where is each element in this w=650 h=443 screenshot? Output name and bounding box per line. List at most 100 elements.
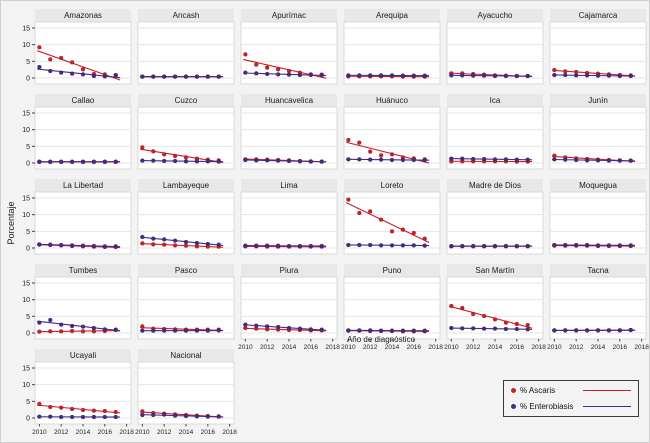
facet-title: Amazonas: [35, 9, 131, 22]
facet-title: La Libertad: [35, 179, 131, 192]
svg-text:2016: 2016: [98, 429, 113, 436]
facet-title: Huancavelica: [241, 94, 337, 107]
facet-panel: Ayacucho: [446, 9, 544, 85]
svg-text:10: 10: [22, 212, 30, 219]
svg-text:15: 15: [22, 281, 30, 288]
svg-text:0: 0: [26, 416, 30, 423]
svg-text:0: 0: [26, 76, 30, 83]
facet-panel: La Libertad 0 5 10 15: [22, 179, 132, 255]
legend-label: % Enterobiasis: [520, 402, 574, 411]
facet-plot: [446, 191, 544, 255]
facet-plot: 2010 2012 2014 2016 2018: [547, 276, 649, 351]
facet-grid: Amazonas 0 5 10 15 Ancash Apurímac Arequipa Ayac…: [22, 9, 649, 436]
facet-plot: [446, 106, 544, 170]
facet-plot: [240, 106, 338, 170]
facet-plot: [137, 21, 235, 85]
facet-plot: [446, 21, 544, 85]
facet-title: Cajamarca: [550, 9, 646, 22]
svg-text:2012: 2012: [157, 429, 172, 436]
svg-text:2010: 2010: [341, 344, 356, 351]
facet-title: Tacna: [550, 264, 646, 277]
facet-plot: [240, 21, 338, 85]
svg-text:2014: 2014: [76, 429, 91, 436]
facet-plot: [137, 106, 235, 170]
svg-text:2014: 2014: [488, 344, 503, 351]
facet-plot: [240, 191, 338, 255]
x-axis-label: Año de diagnóstico: [346, 335, 416, 344]
facet-title: Callao: [35, 94, 131, 107]
svg-text:2012: 2012: [260, 344, 275, 351]
facet-panel: Cuzco: [137, 94, 235, 170]
facet-title: Ayacucho: [447, 9, 543, 22]
svg-text:2010: 2010: [547, 344, 562, 351]
facet-title: Ancash: [138, 9, 234, 22]
enterobiasis-line-sample: [583, 406, 631, 407]
facet-title: Apurímac: [241, 9, 337, 22]
facet-panel: Amazonas 0 5 10 15: [22, 9, 132, 85]
facet-title: Moquegua: [550, 179, 646, 192]
facet-plot: [137, 276, 235, 340]
facet-plot: [549, 21, 647, 85]
facet-plot: [549, 106, 647, 170]
svg-text:0: 0: [26, 161, 30, 168]
svg-text:10: 10: [22, 42, 30, 49]
facet-panel: Junín: [549, 94, 647, 170]
svg-text:15: 15: [22, 366, 30, 373]
facet-title: Piura: [241, 264, 337, 277]
facet-panel: Callao 0 5 10 15: [22, 94, 132, 170]
facet-title: Tumbes: [35, 264, 131, 277]
facet-panel: Ucayali 0 5 10 15 2010 2012 2014 2016 2018: [22, 349, 134, 436]
facet-title: Puno: [344, 264, 440, 277]
facet-plot: 2010 2012 2014 2016 2018: [444, 276, 546, 351]
legend-label: % Ascaris: [520, 386, 556, 395]
svg-text:10: 10: [22, 382, 30, 389]
ascaris-line-sample: [583, 390, 631, 391]
facet-panel: Ancash: [137, 9, 235, 85]
facet-title: San Martín: [447, 264, 543, 277]
facet-plot: [549, 191, 647, 255]
svg-text:10: 10: [22, 127, 30, 134]
svg-text:5: 5: [26, 314, 30, 321]
svg-text:2018: 2018: [119, 429, 134, 436]
facet-plot: [343, 106, 441, 170]
facet-panel: Ica: [446, 94, 544, 170]
facet-panel: Huánuco: [343, 94, 441, 170]
facet-title: Ucayali: [35, 349, 131, 362]
legend-item-ascaris: % Ascaris: [511, 386, 631, 395]
facet-title: Loreto: [344, 179, 440, 192]
facet-title: Lima: [241, 179, 337, 192]
facet-panel: Arequipa: [343, 9, 441, 85]
facet-title: Nacional: [138, 349, 234, 362]
facet-panel: Nacional 2010 2012 2014 2016 2018: [135, 349, 237, 436]
svg-text:2018: 2018: [634, 344, 649, 351]
svg-text:5: 5: [26, 399, 30, 406]
facet-title: Cuzco: [138, 94, 234, 107]
svg-text:5: 5: [26, 144, 30, 151]
facet-panel: Tacna 2010 2012 2014 2016 2018: [547, 264, 649, 351]
facet-plot: [137, 191, 235, 255]
svg-text:2014: 2014: [385, 344, 400, 351]
facet-panel: Puno 2010 2012 2014 2016 2018: [341, 264, 443, 351]
facet-panel: Cajamarca: [549, 9, 647, 85]
facet-panel: San Martín 2010 2012 2014 2016 2018: [444, 264, 546, 351]
svg-text:2014: 2014: [179, 429, 194, 436]
svg-text:0: 0: [26, 246, 30, 253]
facet-title: Madre de Dios: [447, 179, 543, 192]
svg-text:2014: 2014: [282, 344, 297, 351]
svg-text:2012: 2012: [363, 344, 378, 351]
facet-title: Lambayeque: [138, 179, 234, 192]
facet-panel: Lima: [240, 179, 338, 255]
facet-title: Arequipa: [344, 9, 440, 22]
facet-plot: [343, 191, 441, 255]
svg-text:2018: 2018: [531, 344, 546, 351]
svg-text:2010: 2010: [32, 429, 47, 436]
svg-text:15: 15: [22, 196, 30, 203]
facet-panel: Lambayeque: [137, 179, 235, 255]
svg-text:2010: 2010: [444, 344, 459, 351]
svg-text:2018: 2018: [428, 344, 443, 351]
svg-text:2014: 2014: [591, 344, 606, 351]
facet-panel: Tumbes 0 5 10 15: [22, 264, 132, 340]
facet-title: Ica: [447, 94, 543, 107]
svg-text:2016: 2016: [201, 429, 216, 436]
